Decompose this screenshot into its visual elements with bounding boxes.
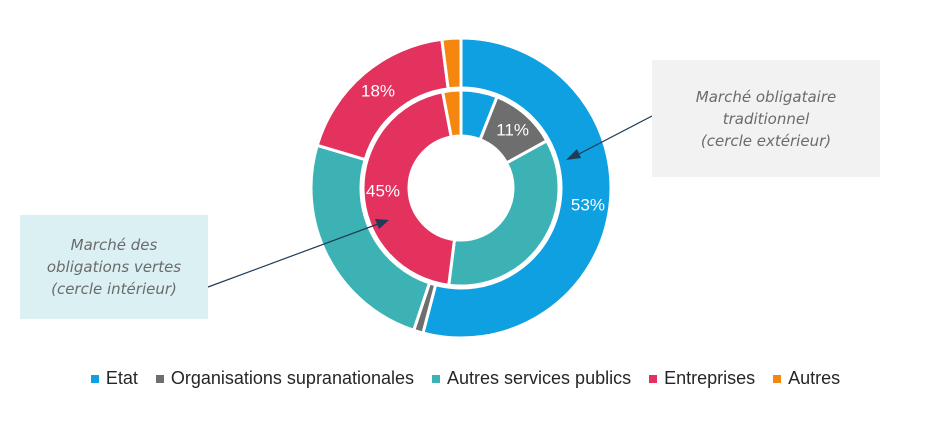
inner-label-entreprises: 45% bbox=[366, 181, 400, 200]
legend-label: Autres services publics bbox=[447, 368, 632, 388]
inner-label-organisations-supranationales: 11% bbox=[496, 120, 529, 139]
legend-item-autres-services: Autres services publics bbox=[432, 368, 631, 389]
outer-label-etat: 53% bbox=[571, 195, 605, 214]
legend-label: Organisations supranationales bbox=[170, 368, 415, 388]
legend-item-etat: Etat bbox=[90, 368, 138, 389]
legend-swatch bbox=[773, 374, 782, 383]
inner-slice-autres bbox=[440, 88, 463, 139]
callout-outer-ring: Marché obligataire traditionnel (cercle … bbox=[652, 60, 880, 177]
legend-label: Etat bbox=[105, 368, 138, 388]
outer-label-entreprises: 18% bbox=[361, 82, 395, 101]
legend-item-organisations: Organisations supranationales bbox=[155, 368, 415, 389]
inner-ring bbox=[361, 88, 561, 288]
callout-outer-text: Marché obligataire traditionnel (cercle … bbox=[695, 87, 837, 150]
pointer-outer bbox=[566, 115, 653, 160]
outer-ring bbox=[309, 36, 613, 340]
legend-label: Entreprises bbox=[664, 368, 756, 388]
pointer-inner bbox=[207, 219, 389, 288]
callout-inner-text: Marché des obligations vertes (cercle in… bbox=[46, 236, 182, 298]
legend-label: Autres bbox=[788, 368, 841, 388]
legend: Etat Organisations supranationales Autre… bbox=[0, 368, 931, 389]
outer-slice-autres bbox=[440, 36, 463, 91]
legend-swatch bbox=[90, 374, 99, 383]
legend-swatch bbox=[432, 374, 441, 383]
legend-item-entreprises: Entreprises bbox=[649, 368, 755, 389]
legend-item-autres: Autres bbox=[773, 368, 840, 389]
outer-slice-etat bbox=[421, 36, 613, 340]
inner-slice-entreprises bbox=[361, 89, 457, 287]
legend-swatch bbox=[649, 374, 658, 383]
legend-swatch bbox=[155, 374, 164, 383]
slice-labels: 53% 18% 11% 45% bbox=[361, 82, 605, 215]
callout-inner-ring: Marché des obligations vertes (cercle in… bbox=[20, 215, 208, 319]
inner-slice-autres-services-publics bbox=[447, 138, 561, 288]
